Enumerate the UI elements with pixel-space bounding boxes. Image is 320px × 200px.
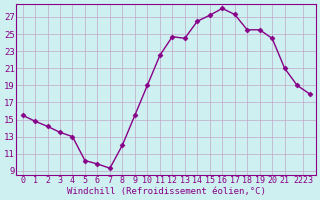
X-axis label: Windchill (Refroidissement éolien,°C): Windchill (Refroidissement éolien,°C) [67,187,266,196]
